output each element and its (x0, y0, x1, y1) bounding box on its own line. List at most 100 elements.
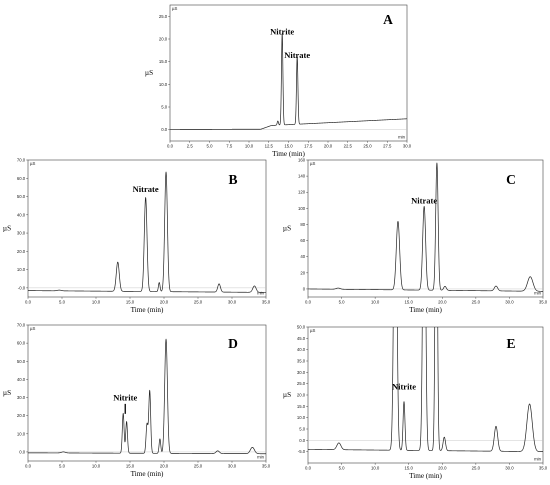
y-tick-label: 10.0 (159, 82, 168, 87)
x-tick-label: 22.5 (344, 144, 353, 149)
y-tick-label: 50.0 (17, 359, 26, 364)
chromatogram-trace (28, 171, 266, 293)
x-unit-tag: min (534, 457, 542, 462)
x-axis-title: Time (min) (272, 150, 305, 158)
y-tick-label: 40 (300, 254, 305, 259)
panel-letter: C (506, 172, 516, 187)
y-tick-label: 80 (300, 222, 305, 227)
x-tick-label: 0.0 (25, 300, 32, 305)
chromatogram-trace (28, 338, 266, 455)
y-tick-label: 25.0 (159, 14, 168, 19)
panel-letter: D (228, 336, 238, 351)
y-tick-label: 120 (298, 190, 306, 195)
x-tick-label: 5.0 (59, 464, 66, 469)
x-tick-label: 17.5 (304, 144, 313, 149)
y-tick-label: 5.0 (299, 427, 306, 432)
x-tick-label: 25.0 (472, 300, 481, 305)
y-tick-label: 60.0 (17, 176, 26, 181)
x-tick-label: 15.0 (405, 466, 414, 471)
y-tick-label: 45.0 (297, 336, 306, 341)
y-tick-label: 50.0 (17, 194, 26, 199)
x-tick-label: 20.0 (324, 144, 333, 149)
y-tick-label: 5.0 (161, 105, 168, 110)
x-tick-label: 15.0 (126, 464, 135, 469)
x-tick-label: 25.0 (472, 466, 481, 471)
x-tick-label: 5.0 (339, 300, 346, 305)
y-tick-label: 70.0 (17, 158, 26, 163)
y-tick-label: 60 (300, 238, 305, 243)
y-tick-label: -0.0 (18, 285, 26, 290)
x-tick-label: 5.0 (59, 300, 66, 305)
x-tick-label: 10.0 (92, 464, 101, 469)
x-tick-label: 35.0 (262, 300, 271, 305)
x-tick-label: 10.0 (371, 300, 380, 305)
x-tick-label: 10.0 (245, 144, 254, 149)
x-tick-label: 10.0 (92, 300, 101, 305)
y-tick-label: 30.0 (17, 231, 26, 236)
panel-b: 0.0 5.0 10.0 15.0 20.0 25.0 30.0 35.0 -0.0 10.0 20… (3, 158, 271, 315)
x-tick-label: 30.0 (505, 466, 514, 471)
x-tick-label: 0.0 (167, 144, 174, 149)
panel-d: 0.0 5.0 10.0 15.0 20.0 25.0 30.0 35.0 0.0 10.0 20.… (3, 323, 271, 479)
plot-frame (27, 324, 267, 462)
x-unit-tag: min (398, 135, 406, 140)
plot-frame (27, 159, 267, 298)
y-tick-label: 20.0 (17, 249, 26, 254)
panel-a: 0.0 2.5 5.0 7.5 10.0 12.5 15.0 17.5 20.0 22.5 25.0… (145, 4, 412, 158)
y-tick-label: 40.0 (297, 347, 306, 352)
peak-label-nitrite: Nitrite (270, 26, 294, 36)
x-tick-label: 0.0 (25, 464, 32, 469)
y-tick-label: 20 (300, 270, 305, 275)
x-tick-label: 15.0 (284, 144, 293, 149)
x-tick-label: 15.0 (126, 300, 135, 305)
y-unit-tag: µS (172, 6, 177, 11)
x-unit-tag: min (257, 455, 265, 460)
x-tick-label: 12.5 (265, 144, 274, 149)
peak-label-nitrate: Nitrate (133, 184, 159, 194)
y-tick-label: 50.0 (297, 325, 306, 330)
y-unit-tag: µS (310, 161, 315, 166)
x-tick-label: 35.0 (539, 466, 548, 471)
chromatogram-trace (170, 33, 407, 130)
x-tick-label: 30.0 (403, 144, 412, 149)
plot-frame (307, 159, 544, 298)
x-tick-label: 20.0 (438, 466, 447, 471)
x-tick-label: 2.5 (187, 144, 194, 149)
y-tick-label: 15.0 (297, 404, 306, 409)
x-axis-title: Time (min) (409, 306, 442, 314)
x-unit-tag: min (257, 291, 265, 296)
y-tick-label: 30.0 (297, 370, 306, 375)
x-tick-label: 30.0 (228, 464, 237, 469)
x-tick-label: 5.0 (207, 144, 214, 149)
y-tick-label: 100 (298, 206, 306, 211)
y-tick-label: 140 (298, 174, 306, 179)
chromatogram-trace (308, 162, 543, 292)
peak-label-nitrate: Nitrate (411, 196, 437, 206)
y-tick-label: 30.0 (17, 395, 26, 400)
x-unit-tag: min (534, 291, 542, 296)
panel-letter: B (228, 172, 237, 187)
y-tick-label: 10.0 (297, 415, 306, 420)
x-tick-label: 27.5 (383, 144, 392, 149)
panel-letter: E (506, 336, 515, 351)
x-tick-label: 7.5 (226, 144, 233, 149)
x-tick-label: 30.0 (505, 300, 514, 305)
x-tick-label: 25.0 (363, 144, 372, 149)
peak-label-nitrate: Nitrate (284, 50, 310, 60)
y-tick-label: 15.0 (159, 59, 168, 64)
x-axis-title: Time (min) (409, 472, 442, 480)
panel-letter: A (383, 12, 393, 27)
panel-c: 0.0 5.0 10.0 15.0 20.0 25.0 30.0 35.0 0 20 40 60 80 1… (283, 158, 548, 315)
y-tick-label: 0.0 (299, 438, 306, 443)
x-tick-label: 5.0 (339, 466, 346, 471)
y-unit-tag: µS (310, 328, 315, 333)
x-tick-label: 35.0 (539, 300, 548, 305)
y-axis-title: µS (283, 391, 291, 399)
y-tick-label: 20.0 (159, 37, 168, 42)
peak-label-nitrite: Nitrite (392, 381, 416, 391)
y-tick-label: 20.0 (17, 413, 26, 418)
x-tick-label: 10.0 (371, 466, 380, 471)
x-axis-title: Time (min) (131, 306, 164, 314)
x-tick-label: 15.0 (405, 300, 414, 305)
